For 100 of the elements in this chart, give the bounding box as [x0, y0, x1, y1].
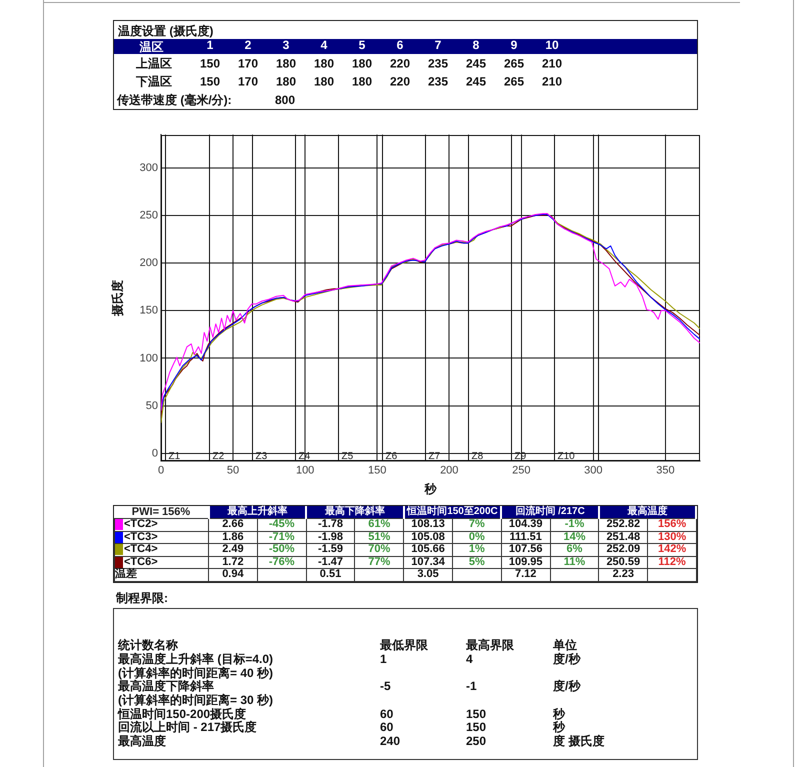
text: 61%	[368, 518, 390, 530]
data-label: 180	[276, 56, 296, 70]
text: -76%	[268, 556, 295, 568]
text: 最高温度上升斜率 (目标=4.0)	[118, 652, 274, 666]
category-label: <TC2>	[124, 518, 158, 530]
text: 秒	[553, 720, 565, 734]
x-tick-label: 6	[396, 38, 404, 52]
x-tick-label: 8	[472, 38, 480, 52]
text: 108.13	[411, 518, 445, 530]
text: -1.59	[318, 543, 344, 556]
y-tick-label: 上温区	[135, 56, 172, 70]
category-label: 单位	[553, 638, 577, 652]
ref-line-label: Z10	[558, 450, 576, 462]
x-tick-label: 200	[440, 464, 458, 477]
text: 6%	[566, 543, 582, 556]
text: -71%	[268, 530, 295, 543]
x-tick-label: 250	[512, 464, 530, 477]
category-label: 温差	[115, 568, 137, 580]
text: 1%	[468, 543, 485, 556]
text: 1.86	[222, 530, 244, 543]
ref-line-label: Z8	[472, 450, 484, 462]
data-label: 210	[542, 74, 562, 88]
data-label: 170	[238, 74, 258, 88]
text: 112%	[658, 556, 686, 568]
chart-title: 温度设置 (摄氏度)	[117, 23, 214, 40]
text: 104.39	[508, 518, 542, 530]
y-tick-label: 100	[140, 352, 158, 364]
ref-line-label: Z1	[168, 450, 181, 462]
text: 秒	[553, 706, 565, 721]
text: 4	[466, 652, 473, 666]
x-tick-label: 4	[320, 38, 328, 52]
text: -5	[380, 679, 391, 694]
x-tick-label: 10	[545, 38, 559, 52]
y-axis-title: 摄氏度	[110, 280, 125, 317]
data-label: 180	[276, 74, 296, 88]
data-label: 245	[466, 74, 486, 88]
category-label: 最高界限	[466, 638, 514, 652]
text: -45%	[268, 518, 295, 530]
data-label: 170	[238, 56, 258, 70]
x-tick-label: 150	[368, 464, 386, 477]
text: 250	[466, 734, 486, 748]
x-axis-title: 秒	[424, 482, 438, 496]
x-tick-label: 2	[244, 38, 252, 52]
data-label: 235	[428, 56, 448, 70]
data-label: 220	[390, 56, 410, 70]
x-axis-title: 温区	[138, 40, 164, 54]
text: 150	[466, 706, 486, 721]
data-label: 235	[428, 74, 448, 88]
text: 传送带速度 (毫米/分):	[117, 92, 233, 109]
text: PWI= 156%	[114, 506, 208, 518]
x-tick-label: 3	[282, 38, 290, 52]
text: -1%	[564, 518, 584, 530]
text: 800	[275, 92, 296, 109]
text: 60	[380, 720, 394, 734]
text: 制程界限:	[114, 591, 169, 605]
y-tick-label: 50	[146, 400, 158, 412]
ref-line-label: Z5	[342, 450, 354, 462]
ref-line-label: Z2	[212, 450, 225, 462]
category-label: 统计数名称	[118, 638, 178, 652]
text: 150	[466, 720, 486, 734]
text: 105.66	[411, 543, 445, 556]
text: -1.78	[318, 518, 344, 530]
text: -1.98	[318, 530, 344, 543]
category-label: 最高下降斜率	[324, 506, 385, 517]
x-tick-label: 100	[296, 464, 314, 477]
text: 恒温时间150-200摄氏度	[118, 706, 246, 721]
text: 度 摄氏度	[553, 734, 604, 748]
text: 105.08	[411, 530, 445, 543]
text: 250.59	[606, 556, 640, 568]
y-tick-label: 300	[140, 162, 158, 174]
text: 14%	[563, 530, 586, 543]
text: 度/秒	[553, 679, 580, 694]
text: 2.49	[222, 543, 244, 556]
category-label: 恒温时间150至200C	[407, 506, 498, 517]
category-label: <TC4>	[124, 543, 158, 556]
text: 0.94	[222, 568, 244, 580]
data-label: 265	[504, 56, 524, 70]
text: 70%	[368, 543, 390, 556]
x-tick-label: 300	[584, 464, 603, 477]
data-label: 245	[466, 56, 486, 70]
category-label: 最高上升斜率	[227, 506, 288, 517]
text: 77%	[368, 556, 390, 568]
data-label: 210	[542, 56, 562, 70]
data-label: 150	[200, 56, 220, 70]
data-label: 180	[352, 56, 372, 70]
x-tick-label: 350	[656, 464, 675, 477]
text: 111.51	[509, 530, 542, 543]
text: 107.34	[411, 556, 445, 568]
y-tick-label: 200	[140, 257, 158, 270]
text: 11%	[564, 556, 586, 568]
text: 7%	[468, 518, 485, 530]
text: -1	[466, 679, 477, 694]
x-tick-label: 50	[226, 464, 240, 477]
data-label: 180	[314, 74, 334, 88]
text: 142%	[658, 543, 686, 556]
text: 0%	[468, 530, 485, 543]
text: 156%	[658, 518, 686, 530]
text: (计算斜率的时间距离= 40 秒)	[118, 666, 274, 680]
text: 2.23	[612, 568, 634, 580]
text: 最高温度	[118, 734, 166, 748]
